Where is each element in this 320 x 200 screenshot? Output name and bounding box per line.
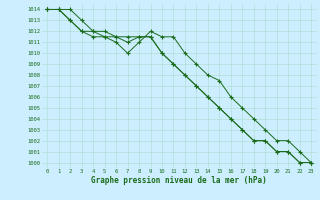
X-axis label: Graphe pression niveau de la mer (hPa): Graphe pression niveau de la mer (hPa)	[91, 176, 267, 185]
